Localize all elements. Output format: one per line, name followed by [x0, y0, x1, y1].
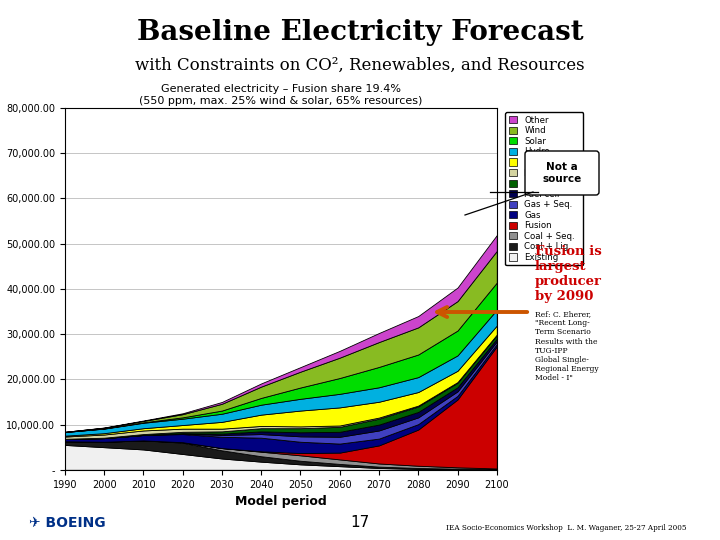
Text: Baseline Electricity Forecast: Baseline Electricity Forecast: [137, 19, 583, 46]
Title: Generated electricity – Fusion share 19.4%
(550 ppm, max. 25% wind & solar, 65% : Generated electricity – Fusion share 19.…: [139, 84, 423, 106]
Text: IEA Socio-Economics Workshop  L. M. Waganer, 25-27 April 2005: IEA Socio-Economics Workshop L. M. Wagan…: [446, 524, 687, 532]
Text: with Constraints on CO², Renewables, and Resources: with Constraints on CO², Renewables, and…: [135, 57, 585, 73]
Legend: Other, Wind, Solar, Hydro, Fission, Existing LWR, Biomass, Fuel cell, Gas + Seq.: Other, Wind, Solar, Hydro, Fission, Exis…: [505, 112, 583, 265]
Text: ✈ BOEING: ✈ BOEING: [29, 516, 105, 530]
Text: 17: 17: [351, 515, 369, 530]
X-axis label: Model period: Model period: [235, 495, 327, 508]
Text: Ref: C. Eherer,
"Recent Long-
Term Scenario
Results with the
TUG-IPP
Global Sing: Ref: C. Eherer, "Recent Long- Term Scena…: [535, 310, 598, 382]
Text: Not a
source: Not a source: [542, 162, 582, 184]
FancyBboxPatch shape: [525, 151, 599, 195]
Text: Fusion is
largest
producer
by 2090: Fusion is largest producer by 2090: [535, 245, 602, 303]
